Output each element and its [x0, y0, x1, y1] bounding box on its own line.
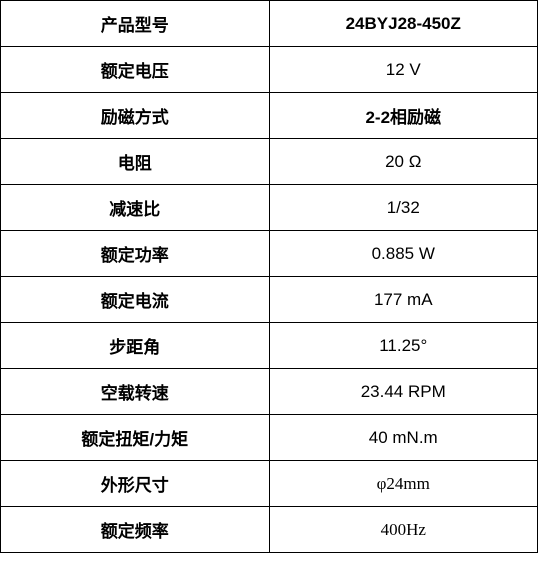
row-label: 产品型号 — [1, 1, 270, 47]
row-label: 额定电流 — [1, 277, 270, 323]
row-value: 0.885 W — [269, 231, 538, 277]
row-label: 额定扭矩/力矩 — [1, 415, 270, 461]
row-value: 12 V — [269, 47, 538, 93]
row-label: 空载转速 — [1, 369, 270, 415]
table-row: 额定频率 400Hz — [1, 507, 538, 553]
row-value: 400Hz — [269, 507, 538, 553]
table-row: 产品型号 24BYJ28-450Z — [1, 1, 538, 47]
row-value: 23.44 RPM — [269, 369, 538, 415]
row-value: 177 mA — [269, 277, 538, 323]
row-value: 11.25° — [269, 323, 538, 369]
spec-table-body: 产品型号 24BYJ28-450Z 额定电压 12 V 励磁方式 2-2相励磁 … — [1, 1, 538, 553]
table-row: 额定电流 177 mA — [1, 277, 538, 323]
row-label: 电阻 — [1, 139, 270, 185]
table-row: 步距角 11.25° — [1, 323, 538, 369]
table-row: 额定扭矩/力矩 40 mN.m — [1, 415, 538, 461]
table-row: 励磁方式 2-2相励磁 — [1, 93, 538, 139]
row-value: φ24mm — [269, 461, 538, 507]
row-value: 2-2相励磁 — [269, 93, 538, 139]
table-row: 额定电压 12 V — [1, 47, 538, 93]
row-label: 步距角 — [1, 323, 270, 369]
row-label: 励磁方式 — [1, 93, 270, 139]
row-label: 额定频率 — [1, 507, 270, 553]
row-label: 减速比 — [1, 185, 270, 231]
row-value: 40 mN.m — [269, 415, 538, 461]
spec-table: 产品型号 24BYJ28-450Z 额定电压 12 V 励磁方式 2-2相励磁 … — [0, 0, 538, 553]
table-row: 电阻 20 Ω — [1, 139, 538, 185]
row-value: 20 Ω — [269, 139, 538, 185]
table-row: 外形尺寸 φ24mm — [1, 461, 538, 507]
table-row: 额定功率 0.885 W — [1, 231, 538, 277]
table-row: 空载转速 23.44 RPM — [1, 369, 538, 415]
table-row: 减速比 1/32 — [1, 185, 538, 231]
row-label: 额定功率 — [1, 231, 270, 277]
row-value: 24BYJ28-450Z — [269, 1, 538, 47]
row-label: 额定电压 — [1, 47, 270, 93]
row-label: 外形尺寸 — [1, 461, 270, 507]
row-value: 1/32 — [269, 185, 538, 231]
